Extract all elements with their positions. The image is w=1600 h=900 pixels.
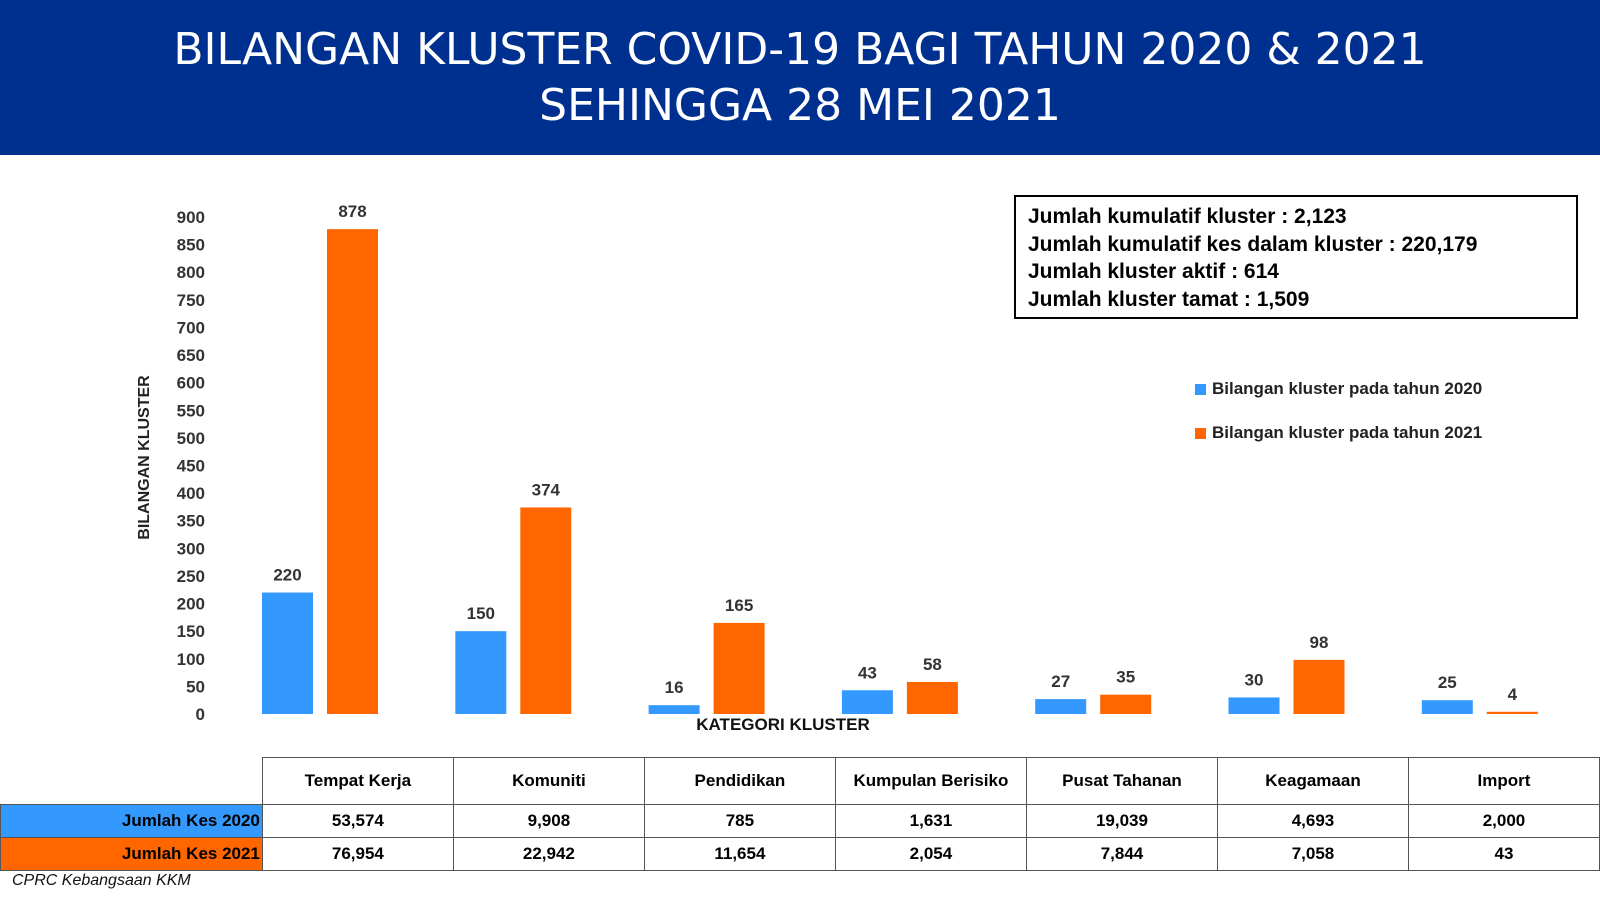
bar-chart: BILANGAN KLUSTER 05010015020025030035040…: [136, 202, 1538, 734]
y-tick-label: 900: [177, 208, 205, 227]
bar-2021-keagamaan: [1293, 659, 1345, 714]
table-row-label: Jumlah Kes 2021: [0, 837, 263, 871]
bar-2021-pendidikan: [713, 622, 765, 714]
bar-2021-tempat-kerja: [327, 229, 378, 714]
table-cell: 43: [1407, 837, 1600, 871]
summary-total-clusters: Jumlah kumulatif kluster : 2,123: [1028, 205, 1347, 228]
y-tick-label: 350: [177, 512, 205, 531]
bar-2021-pusat-tahanan: [1100, 694, 1152, 714]
table-cell: 2,054: [834, 837, 1027, 871]
legend: Bilangan kluster pada tahun 2020 Bilangan…: [1195, 378, 1482, 466]
y-tick-label: 600: [177, 374, 205, 393]
table-row: Jumlah Kes 2021 76,954 22,942 11,654 2,054 7,…: [0, 837, 1600, 871]
summary-ended-clusters: Jumlah kluster tamat : 1,509: [1028, 287, 1310, 311]
y-tick-label: 200: [177, 595, 205, 614]
table-cell: 7,844: [1025, 837, 1218, 871]
data-label: 16: [665, 678, 684, 697]
y-tick-label: 750: [177, 291, 205, 310]
table-cell: 9,908: [452, 804, 645, 838]
bar-2020-komuniti: [455, 631, 507, 714]
summary-active-clusters: Jumlah kluster aktif : 614: [1028, 260, 1279, 283]
table-column-header: Komuniti: [452, 757, 645, 805]
table-header-row: Tempat Kerja Komuniti Pendidikan Kumpulan B…: [1, 757, 1600, 805]
source-note: CPRC Kebangsaan KKM: [12, 872, 191, 889]
table-cell: 76,954: [261, 837, 454, 871]
y-tick-label: 400: [177, 484, 205, 503]
bar-2020-pusat-tahanan: [1035, 699, 1087, 714]
y-tick-label: 650: [177, 346, 205, 365]
table-row-label: Jumlah Kes 2020: [0, 804, 263, 838]
bar-2020-kumpulan-berisiko: [841, 690, 893, 714]
table-cell: 785: [643, 804, 836, 838]
table-cell: 22,942: [452, 837, 645, 871]
y-tick-label: 550: [177, 401, 205, 420]
y-tick-label: 850: [177, 236, 205, 255]
bar-2020-tempat-kerja: [262, 592, 313, 714]
table-cell: 2,000: [1407, 804, 1600, 838]
data-label: 35: [1116, 668, 1135, 687]
bar-2021-komuniti: [520, 507, 572, 714]
data-label: 220: [273, 566, 301, 585]
bar-2020-pendidikan: [648, 705, 700, 714]
y-axis-label-text: BILANGAN KLUSTER: [136, 375, 153, 540]
y-tick-label: 50: [186, 677, 205, 696]
y-tick-label: 500: [177, 429, 205, 448]
y-tick-label: 150: [177, 622, 205, 641]
table-cell: 7,058: [1216, 837, 1409, 871]
bar-2021-kumpulan-berisiko: [906, 681, 958, 714]
data-labels: 220 878 150 374 16 165 43 58 27 35 30 98 25 4: [273, 202, 1517, 704]
data-label: 374: [532, 480, 561, 499]
data-label: 25: [1438, 673, 1457, 692]
data-label: 27: [1051, 672, 1070, 691]
legend-label: Bilangan kluster pada tahun 2021: [1212, 423, 1483, 442]
y-tick-label: 700: [177, 318, 205, 337]
x-axis-label: KATEGORI KLUSTER: [696, 715, 869, 734]
y-tick-label: 0: [196, 705, 205, 724]
table-corner: [1, 758, 263, 805]
legend-item-2021: Bilangan kluster pada tahun 2021: [1195, 422, 1482, 444]
table-column-header: Import: [1407, 757, 1600, 805]
title-banner: BILANGAN KLUSTER COVID-19 BAGI TAHUN 202…: [0, 0, 1600, 155]
legend-label: Bilangan kluster pada tahun 2020: [1212, 379, 1483, 398]
table-row: Jumlah Kes 2020 53,574 9,908 785 1,631 19,039…: [0, 804, 1600, 838]
table-column-header: Kumpulan Berisiko: [834, 757, 1027, 805]
summary-total-cases: Jumlah kumulatif kes dalam kluster : 220…: [1028, 232, 1478, 256]
data-label: 878: [338, 202, 366, 221]
data-label: 150: [467, 604, 495, 623]
table-column-header: Pendidikan: [643, 757, 836, 805]
bar-2020-keagamaan: [1228, 697, 1280, 714]
table-cell: 1,631: [834, 804, 1027, 838]
legend-item-2020: Bilangan kluster pada tahun 2020: [1195, 378, 1482, 400]
y-tick-label: 250: [177, 567, 205, 586]
title-line-1: BILANGAN KLUSTER COVID-19 BAGI TAHUN 202…: [173, 23, 1427, 75]
data-label: 4: [1508, 685, 1518, 704]
y-tick-label: 100: [177, 650, 205, 669]
y-tick-labels: 0 50 100 150 200 250 300 350 400 450 500 550 600 650 7…: [177, 208, 205, 724]
case-table: Tempat Kerja Komuniti Pendidikan Kumpulan B…: [0, 757, 1600, 871]
table-cell: 19,039: [1025, 804, 1218, 838]
legend-swatch: [1195, 427, 1206, 439]
table-column-header: Pusat Tahanan: [1025, 757, 1218, 805]
title-line-2: SEHINGGA 28 MEI 2021: [539, 79, 1061, 131]
data-label: 165: [725, 596, 753, 615]
y-tick-label: 450: [177, 457, 205, 476]
data-label: 43: [858, 663, 877, 682]
y-axis-label: BILANGAN KLUSTER: [136, 375, 153, 540]
table-column-header: Tempat Kerja: [261, 757, 454, 805]
legend-swatch: [1195, 383, 1206, 395]
bar-2021-import: [1486, 711, 1538, 714]
y-tick-label: 300: [177, 539, 205, 558]
table-column-header: Keagamaan: [1216, 757, 1409, 805]
bar-2020-import: [1421, 700, 1473, 714]
table-cell: 11,654: [643, 837, 836, 871]
data-label: 98: [1310, 633, 1329, 652]
data-label: 30: [1245, 670, 1264, 689]
summary-box: Jumlah kumulatif kluster : 2,123 Jumlah …: [1014, 195, 1578, 319]
table-cell: 53,574: [261, 804, 454, 838]
bars: [262, 229, 1538, 714]
table-cell: 4,693: [1216, 804, 1409, 838]
data-label: 58: [923, 655, 942, 674]
y-tick-label: 800: [177, 263, 205, 282]
